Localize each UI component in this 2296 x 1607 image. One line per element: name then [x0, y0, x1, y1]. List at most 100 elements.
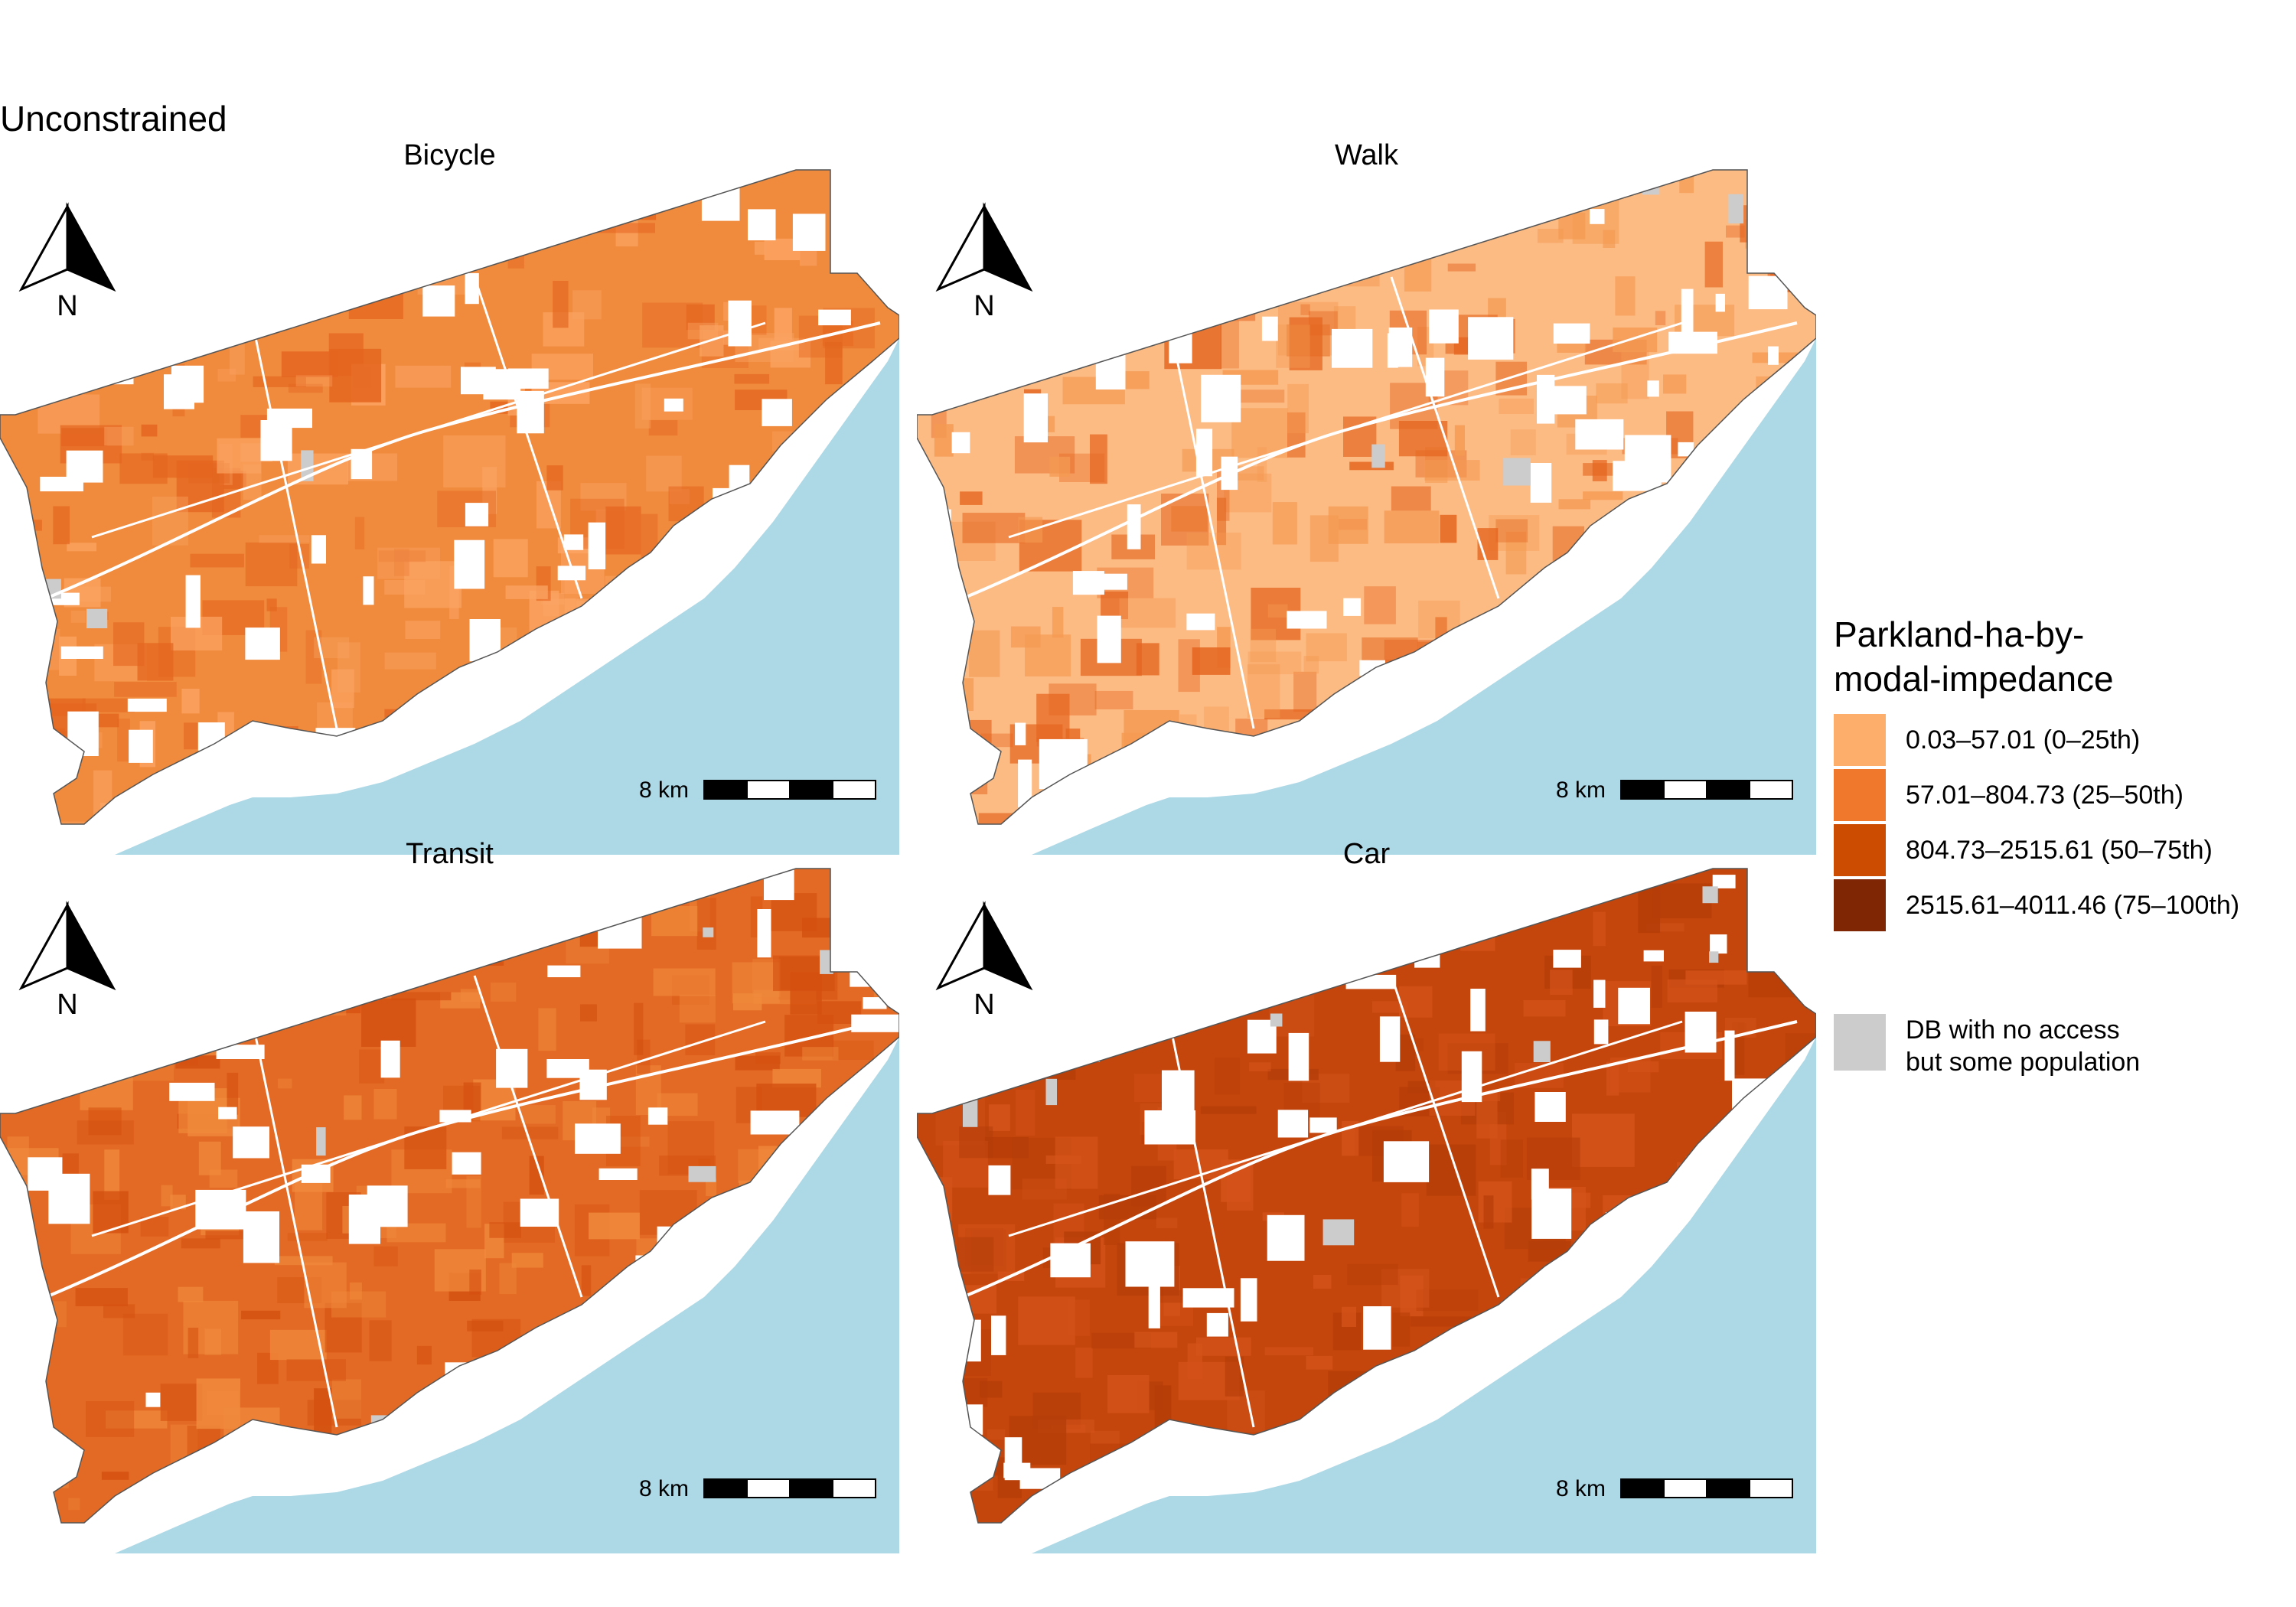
block-patch [217, 369, 236, 382]
block-patch [1397, 895, 1418, 934]
legend-title: Parkland-ha-by- modal-impedance [1834, 612, 2293, 701]
block-patch [1756, 898, 1805, 940]
legend-label-na: DB with no access but some population [1906, 1014, 2140, 1078]
no-data-area [1000, 187, 1022, 212]
no-data-area [1003, 1463, 1030, 1478]
na-patch [820, 950, 833, 974]
no-data-area [757, 909, 771, 957]
no-data-area [598, 908, 642, 949]
no-data-area [1286, 1436, 1299, 1466]
block-patch [1215, 1058, 1240, 1094]
block-patch [244, 976, 292, 996]
block-patch [205, 1001, 240, 1017]
block-patch [217, 438, 261, 474]
no-data-area [1710, 934, 1727, 953]
block-patch [1013, 232, 1074, 247]
no-data-area [128, 699, 167, 712]
no-data-area [218, 1107, 236, 1120]
block-patch [521, 1105, 556, 1123]
block-patch [1026, 901, 1072, 924]
block-patch [1287, 934, 1329, 968]
north-arrow-right [984, 207, 1030, 289]
no-data-area [193, 1459, 224, 1478]
block-patch [335, 193, 383, 218]
block-patch [1645, 541, 1658, 559]
no-data-area [1554, 324, 1590, 344]
block-patch [204, 1328, 221, 1354]
legend-title-line2: modal-impedance [1834, 657, 2293, 701]
no-data-area [186, 575, 201, 628]
na-patch [281, 995, 302, 1009]
no-data-area [1468, 317, 1513, 360]
no-data-area [1358, 694, 1368, 743]
block-patch [538, 1009, 556, 1051]
block-patch [406, 208, 416, 230]
block-patch [122, 1053, 174, 1081]
block-patch [1663, 374, 1686, 393]
block-patch [1347, 1264, 1398, 1285]
block-patch [188, 1426, 221, 1474]
block-patch [1130, 1006, 1180, 1030]
block-patch [1328, 1371, 1391, 1419]
na-patch [1642, 177, 1660, 195]
block-patch [1384, 510, 1440, 543]
no-data-area [648, 1107, 667, 1124]
panel-title: Car [917, 838, 1816, 871]
block-patch [997, 304, 1009, 325]
no-data-area [657, 1227, 703, 1255]
block-patch [1350, 885, 1396, 911]
block-patch [1120, 598, 1176, 628]
block-patch [1313, 1275, 1332, 1289]
block-patch [1287, 384, 1309, 433]
no-data-area [942, 1320, 981, 1362]
no-data-area [1625, 435, 1671, 483]
block-patch [960, 491, 983, 505]
block-patch [1016, 1090, 1035, 1136]
block-patch [67, 543, 96, 551]
block-patch [863, 229, 899, 261]
block-patch [630, 878, 660, 890]
block-patch [1320, 714, 1335, 765]
no-data-area [1346, 975, 1397, 989]
legend-swatch [1834, 714, 1886, 766]
legend-swatch-na [1834, 1014, 1886, 1071]
no-data-area [198, 722, 225, 751]
block-patch [210, 249, 222, 266]
block-patch [1170, 968, 1199, 1012]
block-patch [179, 1047, 198, 1065]
no-data-area [367, 1185, 408, 1227]
block-patch [1448, 264, 1476, 272]
block-patch [1049, 457, 1070, 477]
no-data-area [850, 944, 871, 987]
block-patch [945, 989, 958, 1006]
block-patch [435, 183, 448, 219]
no-data-area [1590, 209, 1605, 224]
block-patch [1062, 927, 1092, 939]
scale-label: 8 km [1556, 777, 1606, 803]
block-patch [697, 898, 716, 950]
no-data-area [1158, 946, 1208, 999]
block-patch [669, 487, 704, 522]
block-patch [89, 1107, 122, 1135]
block-patch [985, 1036, 1022, 1059]
block-patch [1792, 893, 1816, 903]
north-arrow-right [984, 905, 1030, 988]
block-patch [279, 186, 327, 236]
block-patch [267, 598, 277, 611]
block-patch [350, 1283, 362, 1299]
scale-label: 8 km [639, 1476, 689, 1501]
block-patch [331, 755, 344, 781]
block-patch [1415, 677, 1440, 716]
block-patch [546, 465, 563, 491]
block-patch [181, 689, 199, 713]
scale-bar: 8 km [639, 777, 876, 803]
block-patch [969, 631, 1000, 677]
no-data-area [1332, 329, 1372, 368]
block-patch [930, 555, 941, 600]
block-patch [1204, 706, 1229, 740]
block-patch [1120, 978, 1163, 1019]
north-arrow-left [21, 207, 67, 289]
block-patch [918, 1218, 928, 1243]
block-patch [117, 719, 130, 761]
block-patch [1113, 751, 1135, 784]
